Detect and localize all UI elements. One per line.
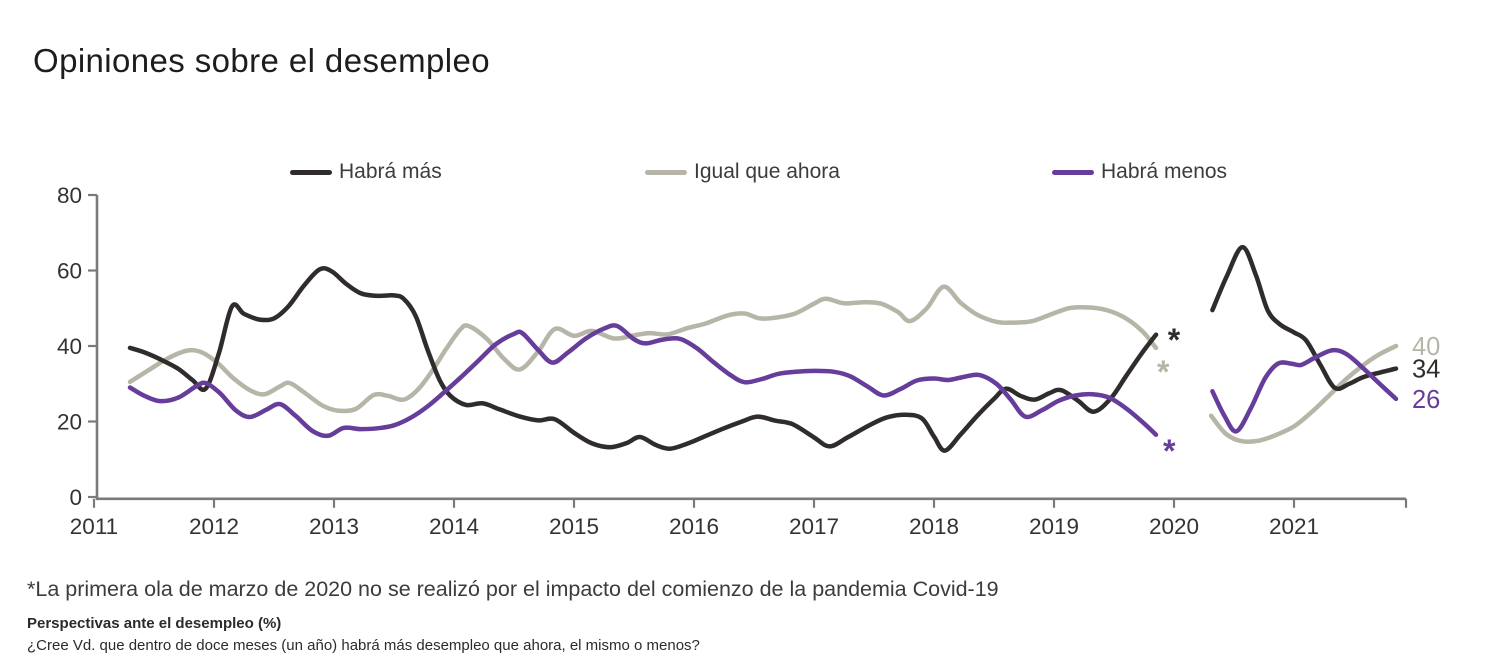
legend-item-igual-que-ahora: Igual que ahora: [645, 160, 840, 184]
asterisk-marker: *: [1168, 322, 1181, 358]
asterisk-marker: *: [1163, 433, 1176, 469]
legend-label-igual-que-ahora: Igual que ahora: [694, 160, 840, 183]
end-value-label-igual-que-ahora: 40: [1412, 333, 1440, 361]
legend-label-habra-mas: Habrá más: [339, 160, 442, 183]
x-tick-label: 2013: [309, 514, 359, 539]
series-line-habra-menos-segment-1: [127, 323, 1159, 439]
page-title: Opiniones sobre el desempleo: [33, 42, 490, 79]
series-line-habra-mas-segment-2: [1210, 244, 1399, 392]
x-tick-label: 2021: [1269, 514, 1319, 539]
legend-item-habra-mas: Habrá más: [290, 160, 442, 184]
legend-swatch-igual-que-ahora: [645, 169, 687, 175]
x-tick-label: 2014: [429, 514, 479, 539]
series-line-igual-que-ahora-segment-1: [127, 284, 1159, 414]
end-value-label-habra-mas: 34: [1412, 356, 1440, 384]
source-question: ¿Cree Vd. que dentro de doce meses (un a…: [27, 637, 700, 654]
source-title: Perspectivas ante el desempleo (%): [27, 615, 282, 632]
end-value-label-habra-menos: 26: [1412, 386, 1440, 414]
legend-label-habra-menos: Habrá menos: [1101, 160, 1228, 183]
x-tick-label: 2018: [909, 514, 959, 539]
x-tick-label: 2019: [1029, 514, 1079, 539]
x-tick-label: 2020: [1149, 514, 1199, 539]
axis-lines: [95, 195, 1406, 501]
x-tick-label: 2017: [789, 514, 839, 539]
y-tick-label: 80: [57, 183, 82, 208]
legend-swatch-habra-menos: [1052, 169, 1094, 175]
x-tick-label: 2015: [549, 514, 599, 539]
x-tick-label: 2011: [70, 514, 118, 539]
y-tick-label: 60: [57, 259, 82, 284]
y-tick-label: 0: [69, 485, 82, 510]
y-tick-label: 40: [57, 334, 82, 359]
y-tick-label: 20: [57, 410, 82, 435]
series-line-habra-menos-segment-2: [1210, 347, 1399, 434]
asterisk-marker: *: [1157, 354, 1170, 390]
legend-item-habra-menos: Habrá menos: [1052, 160, 1227, 184]
x-tick-label: 2016: [669, 514, 719, 539]
x-tick-label: 2012: [189, 514, 239, 539]
footnote: *La primera ola de marzo de 2020 no se r…: [27, 577, 999, 601]
legend-swatch-habra-mas: [290, 169, 332, 175]
series-line-habra-mas-segment-1: [127, 266, 1159, 453]
